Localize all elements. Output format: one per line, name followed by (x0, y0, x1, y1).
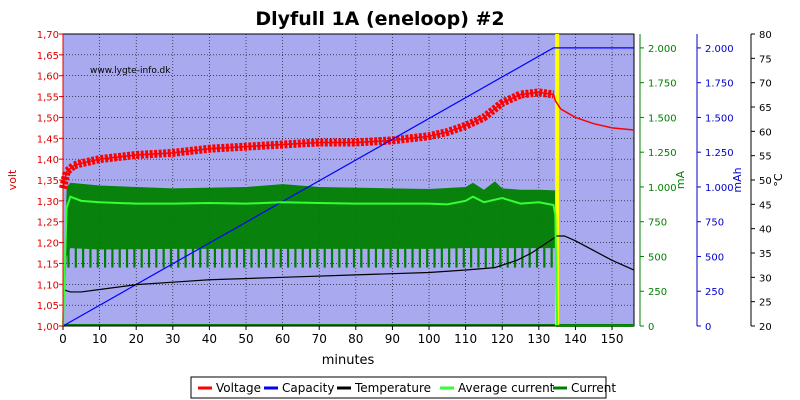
temp-tick-label: 80 (759, 30, 772, 41)
mah-tick-label: 500 (705, 252, 724, 263)
volt-tick-label: 1,20 (37, 239, 59, 250)
legend-item: Current (571, 381, 616, 395)
temp-axis-label: °C (772, 173, 785, 187)
legend-item: Voltage (216, 381, 261, 395)
x-tick-label: 100 (418, 332, 441, 346)
volt-tick-label: 1,10 (37, 280, 59, 291)
volt-tick-label: 1,25 (37, 218, 59, 229)
volt-axis-label: volt (6, 169, 19, 190)
mah-tick-label: 1.250 (705, 148, 734, 159)
legend-item: Capacity (282, 381, 334, 395)
temp-tick-label: 40 (759, 225, 772, 236)
volt-tick-label: 1,30 (37, 197, 59, 208)
ma-tick-label: 1.000 (648, 183, 677, 194)
x-tick-label: 0 (59, 332, 67, 346)
temperature-line (62, 235, 635, 293)
ma-tick-label: 2.000 (648, 44, 677, 55)
ma-axis-label: mA (674, 170, 687, 189)
temp-tick-label: 35 (759, 249, 772, 260)
temp-tick-label: 25 (759, 298, 772, 309)
x-tick-label: 90 (385, 332, 400, 346)
volt-tick-label: 1,00 (37, 322, 59, 333)
legend-item: Temperature (354, 381, 431, 395)
mah-tick-label: 1.000 (705, 183, 734, 194)
legend-box (190, 376, 607, 399)
ma-tick-label: 0 (648, 322, 654, 333)
ma-tick-label: 1.500 (648, 113, 677, 124)
volt-tick-label: 1,15 (37, 259, 59, 270)
line-series (59, 34, 635, 327)
x-tick-label: 80 (348, 332, 363, 346)
volt-tick-label: 1,40 (37, 155, 59, 166)
temp-tick-label: 50 (759, 176, 772, 187)
mah-tick-label: 750 (705, 218, 724, 229)
current-band (63, 181, 634, 326)
volt-tick-label: 1,60 (37, 72, 59, 83)
current-series (63, 181, 634, 326)
voltage-line (62, 91, 635, 189)
x-tick-label: 150 (601, 332, 624, 346)
x-tick-label: 40 (202, 332, 217, 346)
volt-tick-label: 1,50 (37, 113, 59, 124)
mah-tick-label: 1.750 (705, 79, 734, 90)
mah-tick-label: 0 (705, 322, 711, 333)
ma-tick-label: 1.250 (648, 148, 677, 159)
mah-axis-label: mAh (731, 167, 744, 192)
x-tick-label: 10 (92, 332, 107, 346)
axes: 0 10 20 30 40 50 60 70 80 90 100 110 120 130 140 150 1,0… (6, 30, 785, 346)
volt-tick-label: 1,45 (37, 134, 59, 145)
legend: Voltage Capacity Temperature Average curren… (190, 376, 616, 399)
capacity-line (62, 47, 634, 327)
volt-tick-label: 1,55 (37, 93, 59, 104)
x-axis-label: minutes (322, 353, 375, 368)
temp-tick-label: 55 (759, 152, 772, 163)
x-tick-label: 140 (564, 332, 587, 346)
x-tick-label: 20 (129, 332, 144, 346)
volt-tick-label: 1,65 (37, 51, 59, 62)
average-current-line (62, 195, 634, 327)
x-tick-label: 110 (454, 332, 477, 346)
x-tick-label: 60 (275, 332, 290, 346)
temp-tick-label: 75 (759, 54, 772, 65)
ma-tick-label: 500 (648, 252, 667, 263)
x-tick-label: 70 (312, 332, 327, 346)
temp-tick-label: 65 (759, 103, 772, 114)
volt-tick-label: 1,35 (37, 176, 59, 187)
ma-tick-label: 1.750 (648, 79, 677, 90)
volt-tick-label: 1,70 (37, 30, 59, 41)
ma-tick-label: 250 (648, 287, 667, 298)
temp-tick-label: 45 (759, 200, 772, 211)
temp-tick-label: 60 (759, 127, 772, 138)
ma-tick-label: 750 (648, 218, 667, 229)
x-tick-label: 30 (165, 332, 180, 346)
mah-tick-label: 250 (705, 287, 724, 298)
volt-tick-label: 1,05 (37, 301, 59, 312)
x-tick-label: 130 (527, 332, 550, 346)
legend-item: Average current (458, 381, 555, 395)
chart-title: Dlyfull 1A (eneloop) #2 (255, 8, 504, 30)
watermark: www.lygte-info.dk (90, 66, 171, 76)
x-tick-label: 50 (238, 332, 253, 346)
temp-tick-label: 70 (759, 79, 772, 90)
mah-tick-label: 2.000 (705, 44, 734, 55)
x-tick-label: 120 (491, 332, 514, 346)
temp-tick-label: 30 (759, 273, 772, 284)
mah-tick-label: 1.500 (705, 113, 734, 124)
temp-tick-label: 20 (759, 322, 772, 333)
